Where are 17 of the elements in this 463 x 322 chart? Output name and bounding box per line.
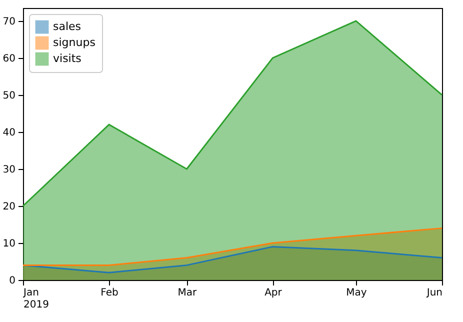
legend-label: sales <box>53 20 82 33</box>
x-tick-label: Jan 2019 <box>22 288 49 310</box>
y-tick-label: 40 <box>2 127 16 138</box>
x-tick-label: Apr <box>264 288 283 298</box>
y-tick-label: 60 <box>2 53 16 64</box>
y-tick-label: 20 <box>2 201 16 212</box>
y-tick-label: 0 <box>9 276 16 286</box>
y-tick-label: 10 <box>2 238 16 250</box>
y-tick-label: 30 <box>2 164 16 176</box>
x-tick-label: Mar <box>178 288 198 298</box>
y-tick-label: 70 <box>2 16 16 28</box>
x-tick-label: Jun <box>426 288 442 298</box>
x-tick-label: Feb <box>100 288 118 298</box>
y-tick-label: 50 <box>2 90 16 102</box>
legend-label: visits <box>53 52 82 65</box>
legend-label: signups <box>53 36 96 49</box>
x-tick-label: May <box>346 288 367 298</box>
